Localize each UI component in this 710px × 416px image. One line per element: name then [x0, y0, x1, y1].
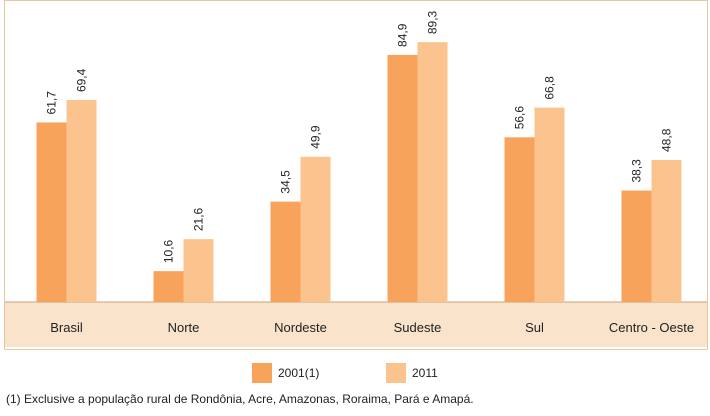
bar-2001-5 — [621, 190, 652, 302]
bar-2001-4 — [504, 137, 535, 302]
footnote: (1) Exclusive a população rural de Rondô… — [6, 392, 474, 406]
category-label: Centro - Oeste — [609, 320, 694, 335]
bar-2001-3 — [387, 54, 418, 303]
data-label: 21,6 — [192, 207, 206, 231]
category-band — [5, 302, 707, 347]
data-label: 66,8 — [543, 76, 557, 100]
legend-label-2011: 2011 — [412, 366, 438, 380]
legend-item-2001: 2001(1) — [252, 362, 319, 384]
bar-2011-4 — [534, 107, 565, 302]
bar-2001-1 — [153, 271, 184, 302]
category-label: Nordeste — [274, 320, 327, 335]
bar-2011-5 — [651, 159, 682, 302]
bar-2001-0 — [36, 122, 67, 302]
data-label: 84,9 — [396, 23, 410, 47]
data-label: 89,3 — [426, 10, 440, 34]
data-label: 69,4 — [75, 68, 89, 92]
legend-label-2001: 2001(1) — [278, 366, 320, 380]
bar-2011-2 — [300, 156, 331, 302]
data-label: 49,9 — [309, 125, 323, 149]
data-label: 56,6 — [513, 106, 527, 130]
legend-swatch-2011 — [386, 363, 406, 383]
chart-frame: 61,7 69,4 Brasil 10,6 21,6 Norte 34,5 49,9 Norde… — [4, 0, 708, 350]
legend-item-2011: 2011 — [386, 362, 438, 384]
bar-2011-1 — [183, 239, 214, 302]
category-label: Sudeste — [394, 320, 442, 335]
category-label: Norte — [168, 320, 200, 335]
bar-2011-0 — [66, 100, 97, 303]
data-label: 10,6 — [162, 239, 176, 263]
data-label: 38,3 — [630, 159, 644, 183]
data-label: 34,5 — [279, 170, 293, 194]
bar-2001-2 — [270, 201, 301, 302]
data-label: 48,8 — [660, 128, 674, 152]
bar-2011-3 — [417, 42, 448, 303]
category-label: Brasil — [50, 320, 83, 335]
data-label: 61,7 — [45, 91, 59, 115]
legend-swatch-2001 — [252, 363, 272, 383]
bar-chart: 61,7 69,4 Brasil 10,6 21,6 Norte 34,5 49,9 Norde… — [5, 10, 707, 347]
category-label: Sul — [525, 320, 544, 335]
legend: 2001(1) 2011 — [0, 362, 710, 384]
